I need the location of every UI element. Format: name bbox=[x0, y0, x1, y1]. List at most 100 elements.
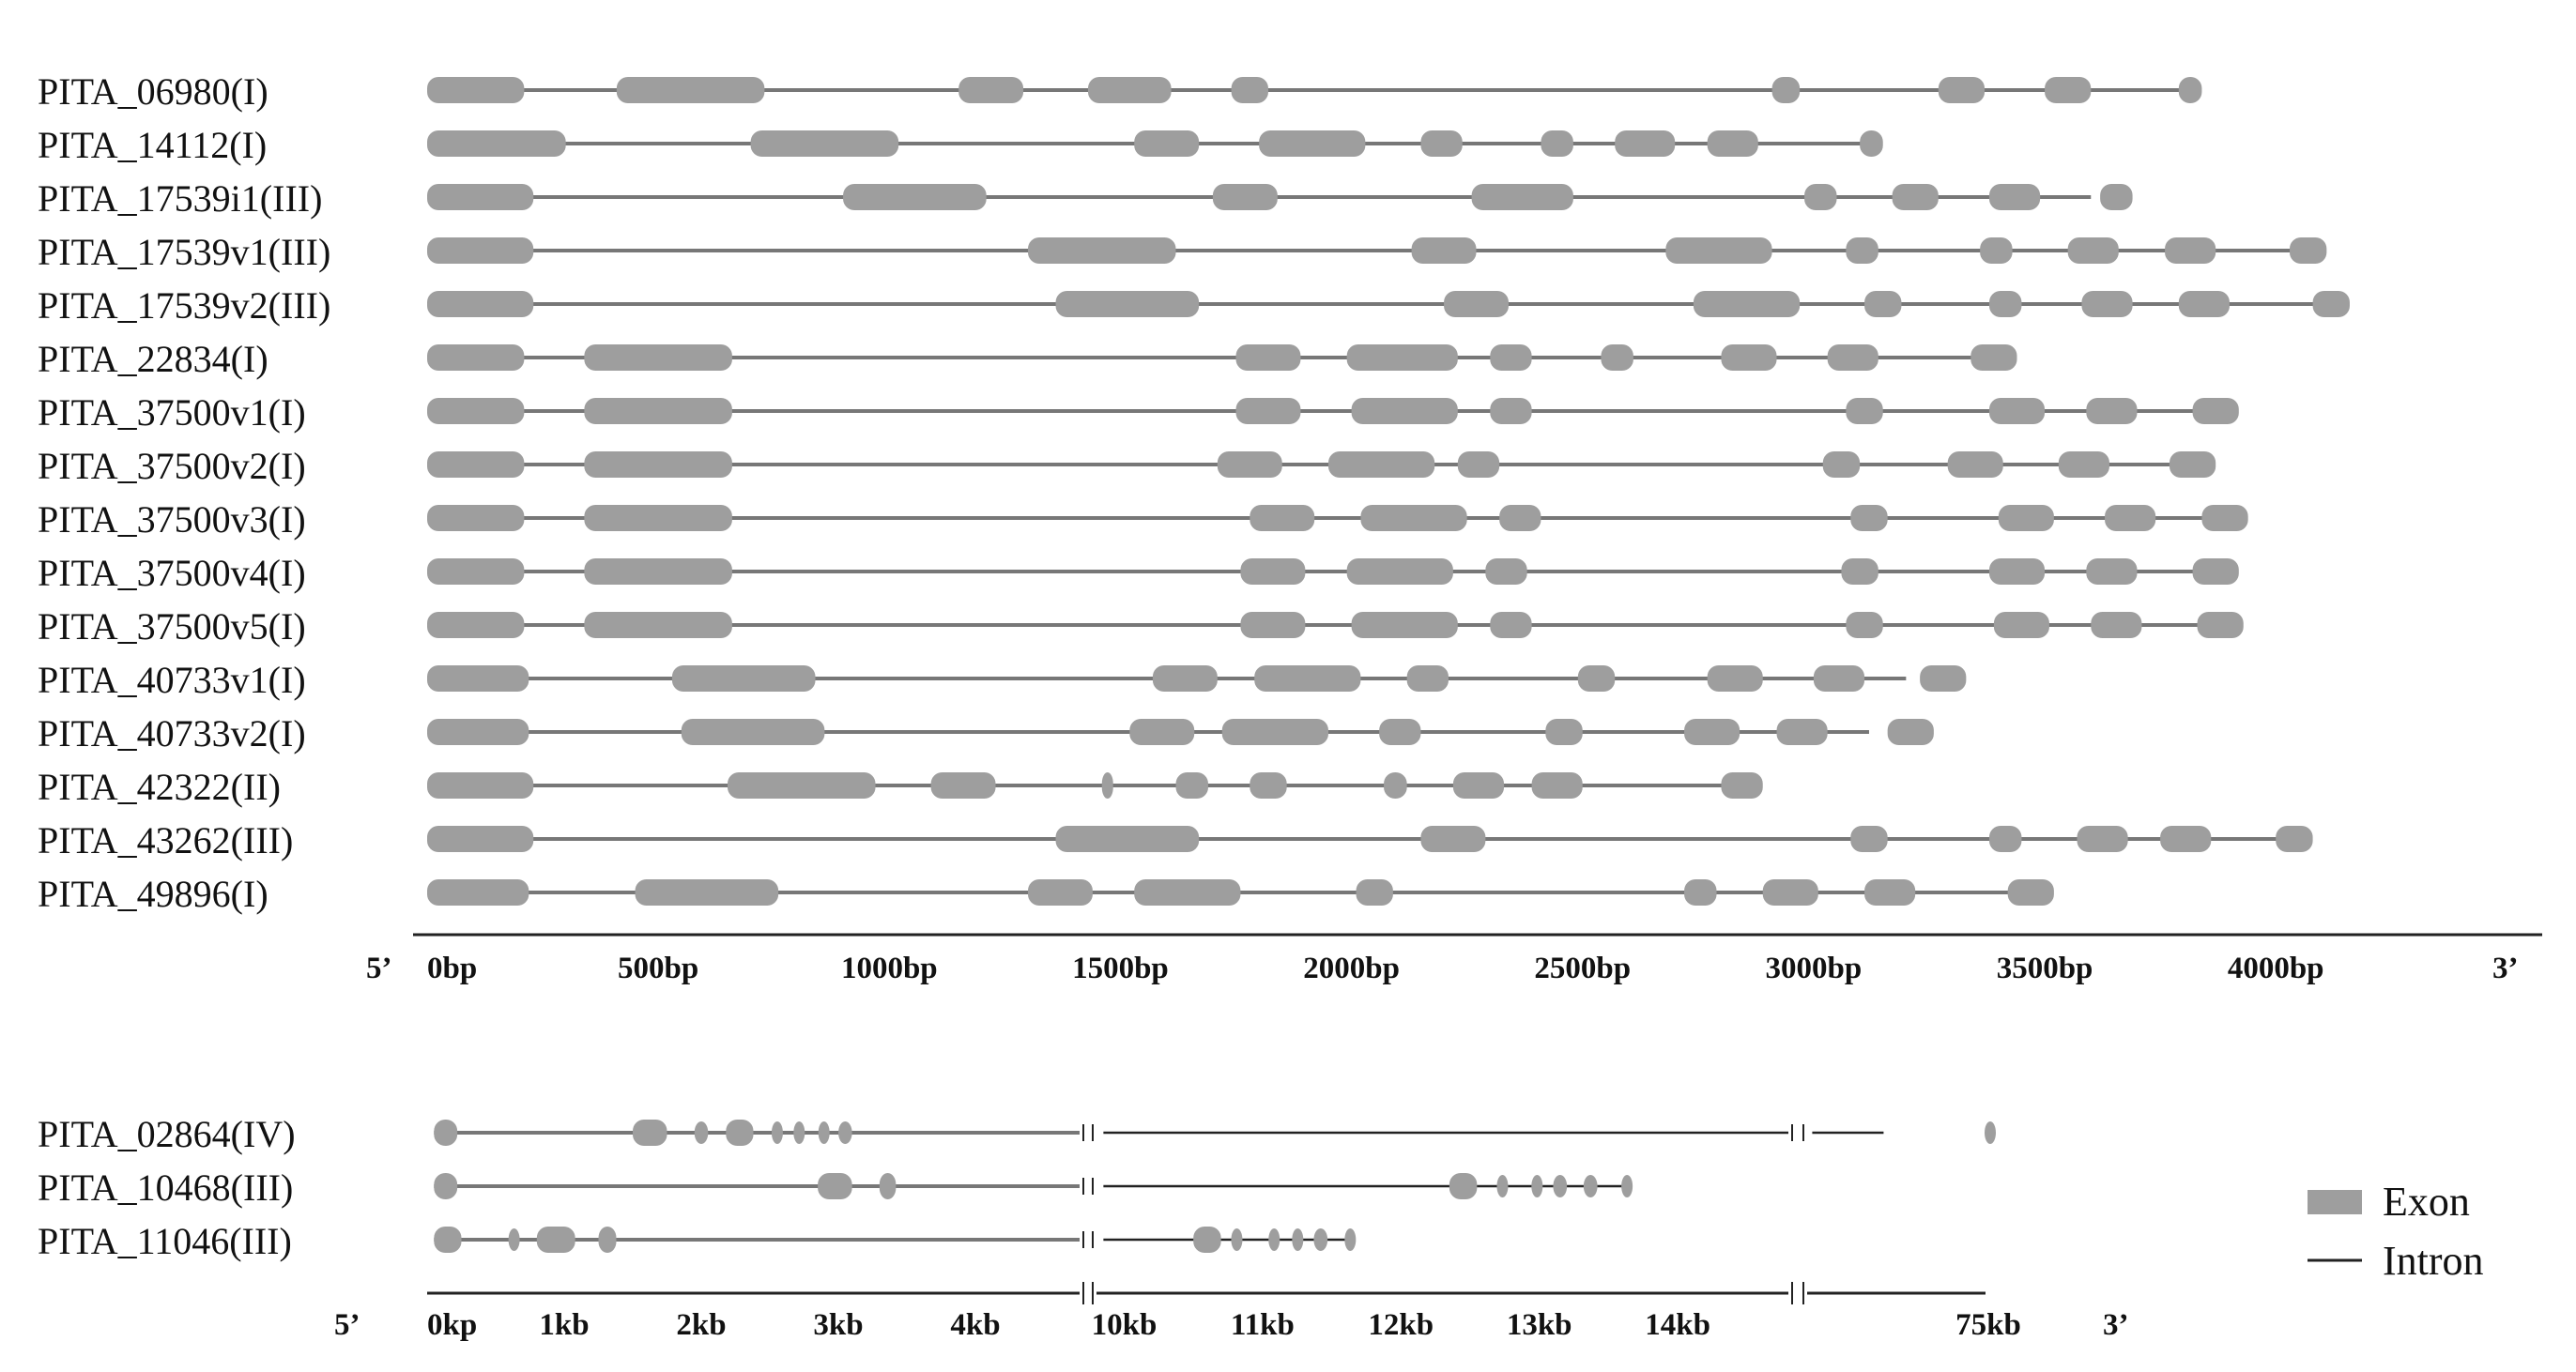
gene-label: PITA_02864(IV) bbox=[38, 1113, 296, 1155]
exon-box bbox=[427, 77, 525, 103]
exon-box bbox=[2160, 826, 2212, 852]
exon-box bbox=[1541, 130, 1573, 157]
exon-box bbox=[1490, 398, 1532, 424]
exon-box bbox=[1496, 1175, 1509, 1197]
exon-box bbox=[1665, 237, 1772, 264]
exon-box bbox=[1027, 237, 1176, 264]
exon-box bbox=[838, 1121, 852, 1144]
gene-model-row bbox=[427, 879, 2054, 906]
exon-box bbox=[2192, 558, 2239, 585]
gene-label: PITA_37500v4(I) bbox=[38, 552, 306, 594]
exon-box bbox=[1231, 1228, 1243, 1251]
exon-box bbox=[1998, 505, 2054, 531]
gene-model-row bbox=[427, 77, 2202, 103]
exon-box bbox=[1356, 879, 1393, 906]
exon-box bbox=[1193, 1227, 1221, 1253]
exon-box bbox=[1259, 130, 1366, 157]
exon-box bbox=[434, 1120, 458, 1146]
exon-box bbox=[1313, 1228, 1328, 1251]
exon-box bbox=[1553, 1175, 1568, 1197]
exon-box bbox=[1292, 1228, 1304, 1251]
exon-box bbox=[1240, 558, 1306, 585]
exon-box bbox=[1471, 184, 1573, 210]
top-gene-labels: PITA_06980(I) PITA_14112(I) PITA_17539i1(I… bbox=[38, 70, 330, 915]
exon-box bbox=[1129, 719, 1195, 745]
exon-box bbox=[818, 1121, 830, 1144]
exon-box bbox=[1175, 772, 1208, 799]
axis-tick-label: 500bp bbox=[618, 952, 698, 985]
axis-tick-label: 4kb bbox=[950, 1308, 1000, 1342]
exon-box bbox=[2007, 879, 2054, 906]
gene-label: PITA_22834(I) bbox=[38, 338, 268, 380]
exon-box bbox=[2192, 398, 2239, 424]
exon-box bbox=[1531, 772, 1583, 799]
exon-box bbox=[793, 1121, 805, 1144]
exon-box bbox=[2169, 451, 2216, 478]
exon-box bbox=[1920, 665, 1967, 692]
exon-box bbox=[1693, 291, 1801, 317]
exon-box bbox=[1346, 558, 1453, 585]
gene-model-row bbox=[427, 772, 1763, 799]
exon-box bbox=[2067, 237, 2119, 264]
axis-tick-label: 10kb bbox=[1092, 1308, 1158, 1342]
axis-tick-label: 0bp bbox=[427, 952, 477, 985]
exon-box bbox=[584, 344, 732, 371]
exon-box bbox=[427, 184, 534, 210]
exon-box bbox=[1217, 451, 1282, 478]
gene-label: PITA_37500v5(I) bbox=[38, 605, 306, 648]
exon-box bbox=[427, 130, 566, 157]
exon-box bbox=[1947, 451, 2003, 478]
exon-box bbox=[1864, 879, 1916, 906]
exon-box bbox=[1254, 665, 1361, 692]
axis-tick-label: 0kp bbox=[427, 1308, 477, 1342]
gene-model-row bbox=[427, 130, 1883, 157]
exon-box bbox=[2086, 558, 2138, 585]
exon-box bbox=[1101, 772, 1113, 799]
axis-tick-label: 3500bp bbox=[1997, 952, 2093, 985]
exon-box bbox=[1970, 344, 2017, 371]
exon-box bbox=[2197, 612, 2244, 638]
exon-box bbox=[1985, 1121, 1996, 1144]
exon-box bbox=[1988, 291, 2022, 317]
exon-box bbox=[1384, 772, 1407, 799]
exon-box bbox=[1841, 558, 1878, 585]
gene-label: PITA_49896(I) bbox=[38, 873, 268, 915]
bottom-three-prime-label: 3’ bbox=[2103, 1308, 2129, 1342]
exon-box bbox=[1351, 612, 1458, 638]
gene-model-row bbox=[434, 1173, 1633, 1199]
exon-box bbox=[1776, 719, 1828, 745]
exon-box bbox=[2091, 612, 2142, 638]
axis-tick-label: 3kb bbox=[813, 1308, 863, 1342]
gene-model-row bbox=[427, 398, 2239, 424]
exon-box bbox=[1980, 237, 2013, 264]
bottom-gene-models bbox=[434, 1120, 1996, 1253]
exon-box bbox=[1621, 1175, 1633, 1197]
exon-box bbox=[1771, 77, 1801, 103]
exon-box bbox=[2289, 237, 2327, 264]
exon-box bbox=[427, 237, 534, 264]
exon-box bbox=[1887, 719, 1934, 745]
gene-model-row bbox=[427, 184, 2133, 210]
gene-model-row bbox=[427, 505, 2248, 531]
gene-label: PITA_40733v1(I) bbox=[38, 659, 306, 701]
exon-box bbox=[1850, 826, 1888, 852]
exon-box bbox=[1601, 344, 1633, 371]
exon-box bbox=[1864, 291, 1902, 317]
axis-tick-label: 12kb bbox=[1368, 1308, 1434, 1342]
exon-box bbox=[1250, 772, 1287, 799]
exon-box bbox=[1762, 879, 1818, 906]
exon-box bbox=[598, 1227, 617, 1253]
exon-box bbox=[1268, 1228, 1280, 1251]
exon-box bbox=[584, 398, 732, 424]
exon-box bbox=[2058, 451, 2109, 478]
exon-box bbox=[584, 505, 732, 531]
exon-box bbox=[2077, 826, 2128, 852]
exon-box bbox=[879, 1173, 897, 1199]
exon-box bbox=[930, 772, 996, 799]
axis-tick-label: 4000bp bbox=[2228, 952, 2324, 985]
gene-model-row bbox=[427, 665, 1967, 692]
gene-label: PITA_06980(I) bbox=[38, 70, 268, 113]
exon-box bbox=[1684, 719, 1740, 745]
exon-box bbox=[1055, 291, 1200, 317]
